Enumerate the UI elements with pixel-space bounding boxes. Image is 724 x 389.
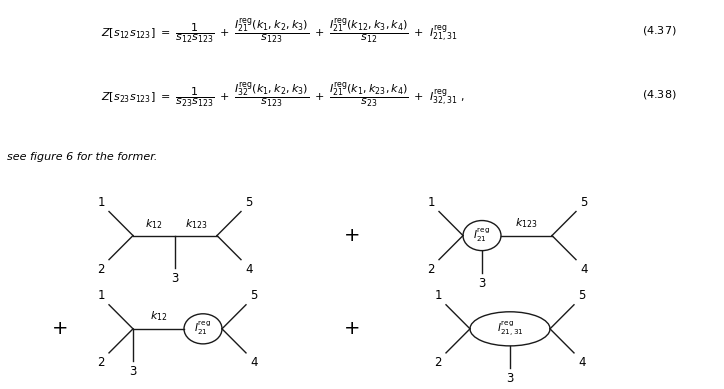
Text: 2: 2	[427, 263, 435, 276]
Text: 1: 1	[427, 196, 435, 209]
Text: 1: 1	[98, 196, 105, 209]
Text: $k_{12}$: $k_{12}$	[146, 217, 163, 231]
Text: 5: 5	[250, 289, 257, 302]
Text: $k_{123}$: $k_{123}$	[185, 217, 207, 231]
Text: $I_{21}^{\mathrm{reg}}$: $I_{21}^{\mathrm{reg}}$	[194, 320, 211, 337]
Text: 2: 2	[98, 356, 105, 369]
Text: $I_{21}^{\mathrm{reg}}$: $I_{21}^{\mathrm{reg}}$	[473, 227, 491, 244]
Text: 3: 3	[479, 277, 486, 290]
Text: 4: 4	[580, 263, 587, 276]
Text: 5: 5	[245, 196, 253, 209]
Text: 3: 3	[172, 272, 179, 285]
Text: 5: 5	[580, 196, 587, 209]
Text: 5: 5	[578, 289, 586, 302]
Text: 1: 1	[98, 289, 105, 302]
Text: see figure 6 for the former.: see figure 6 for the former.	[7, 152, 158, 163]
Text: $Z[s_{23}s_{123}]\ =\ \dfrac{1}{s_{23}s_{123}}\ +\ \dfrac{I_{32}^{\mathrm{reg}}(: $Z[s_{23}s_{123}]\ =\ \dfrac{1}{s_{23}s_…	[101, 80, 465, 109]
Text: +: +	[344, 319, 361, 338]
Text: $Z[s_{12}s_{123}]\ =\ \dfrac{1}{s_{12}s_{123}}\ +\ \dfrac{I_{21}^{\mathrm{reg}}(: $Z[s_{12}s_{123}]\ =\ \dfrac{1}{s_{12}s_…	[101, 16, 458, 45]
Text: 2: 2	[98, 263, 105, 276]
Text: $(4.38)$: $(4.38)$	[642, 88, 677, 101]
Text: 2: 2	[434, 356, 442, 369]
Text: 4: 4	[245, 263, 253, 276]
Text: +: +	[344, 226, 361, 245]
Text: 3: 3	[506, 372, 514, 385]
Text: $k_{123}$: $k_{123}$	[515, 216, 538, 230]
Text: 4: 4	[250, 356, 258, 369]
Text: 4: 4	[578, 356, 586, 369]
Text: 3: 3	[130, 365, 137, 378]
Text: $I_{21,31}^{\mathrm{reg}}$: $I_{21,31}^{\mathrm{reg}}$	[497, 320, 523, 338]
Text: +: +	[51, 319, 68, 338]
Text: $(4.37)$: $(4.37)$	[642, 24, 677, 37]
Text: $k_{12}$: $k_{12}$	[150, 309, 167, 323]
Text: 1: 1	[434, 289, 442, 302]
